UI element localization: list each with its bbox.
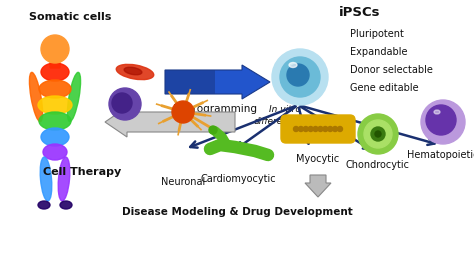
Ellipse shape bbox=[434, 110, 440, 114]
Ellipse shape bbox=[39, 80, 71, 98]
Circle shape bbox=[112, 93, 132, 113]
Circle shape bbox=[333, 127, 337, 132]
Ellipse shape bbox=[38, 201, 50, 209]
Ellipse shape bbox=[43, 144, 67, 160]
Circle shape bbox=[172, 101, 194, 123]
FancyArrow shape bbox=[165, 65, 270, 99]
Ellipse shape bbox=[38, 96, 72, 114]
Circle shape bbox=[280, 57, 320, 97]
Ellipse shape bbox=[58, 157, 70, 201]
FancyArrow shape bbox=[305, 175, 331, 197]
Ellipse shape bbox=[124, 67, 142, 75]
Ellipse shape bbox=[29, 72, 43, 122]
Ellipse shape bbox=[39, 112, 71, 130]
FancyBboxPatch shape bbox=[281, 115, 355, 143]
Text: Disease Modeling & Drug Development: Disease Modeling & Drug Development bbox=[122, 207, 352, 217]
Circle shape bbox=[299, 127, 303, 132]
Ellipse shape bbox=[60, 201, 72, 209]
Circle shape bbox=[364, 120, 392, 148]
Circle shape bbox=[41, 35, 69, 63]
Text: Reprogramming: Reprogramming bbox=[173, 104, 257, 114]
Text: Expandable: Expandable bbox=[350, 47, 408, 57]
Text: iPSCs: iPSCs bbox=[339, 6, 381, 19]
FancyArrow shape bbox=[105, 107, 235, 137]
Ellipse shape bbox=[67, 72, 81, 122]
Circle shape bbox=[375, 131, 381, 137]
Text: Neuronal: Neuronal bbox=[161, 177, 205, 187]
Circle shape bbox=[313, 127, 318, 132]
Text: Hematopoietic: Hematopoietic bbox=[407, 150, 474, 160]
Ellipse shape bbox=[41, 128, 69, 146]
Circle shape bbox=[426, 105, 456, 135]
Text: Myocytic: Myocytic bbox=[296, 154, 340, 164]
Circle shape bbox=[421, 100, 465, 144]
Text: Gene editable: Gene editable bbox=[350, 83, 419, 93]
Circle shape bbox=[287, 64, 309, 86]
Ellipse shape bbox=[40, 157, 52, 201]
Ellipse shape bbox=[41, 63, 69, 81]
Text: Cell Therapy: Cell Therapy bbox=[43, 167, 121, 177]
Text: Cardiomyocytic: Cardiomyocytic bbox=[200, 174, 276, 184]
Circle shape bbox=[308, 127, 313, 132]
Circle shape bbox=[303, 127, 308, 132]
Circle shape bbox=[318, 127, 323, 132]
Text: Donor selectable: Donor selectable bbox=[350, 65, 433, 75]
Circle shape bbox=[371, 127, 385, 141]
Ellipse shape bbox=[116, 64, 154, 80]
Ellipse shape bbox=[289, 62, 297, 68]
Circle shape bbox=[293, 127, 299, 132]
FancyArrow shape bbox=[165, 70, 215, 94]
Circle shape bbox=[328, 127, 333, 132]
Text: Pluripotent: Pluripotent bbox=[350, 29, 404, 39]
Circle shape bbox=[323, 127, 328, 132]
Text: In vitro
differentiation: In vitro differentiation bbox=[253, 105, 317, 126]
Circle shape bbox=[358, 114, 398, 154]
Circle shape bbox=[337, 127, 343, 132]
Circle shape bbox=[272, 49, 328, 105]
Circle shape bbox=[209, 126, 217, 134]
Text: Somatic cells: Somatic cells bbox=[29, 12, 111, 22]
FancyBboxPatch shape bbox=[50, 56, 60, 68]
Circle shape bbox=[109, 88, 141, 120]
Text: Chondrocytic: Chondrocytic bbox=[346, 160, 410, 170]
